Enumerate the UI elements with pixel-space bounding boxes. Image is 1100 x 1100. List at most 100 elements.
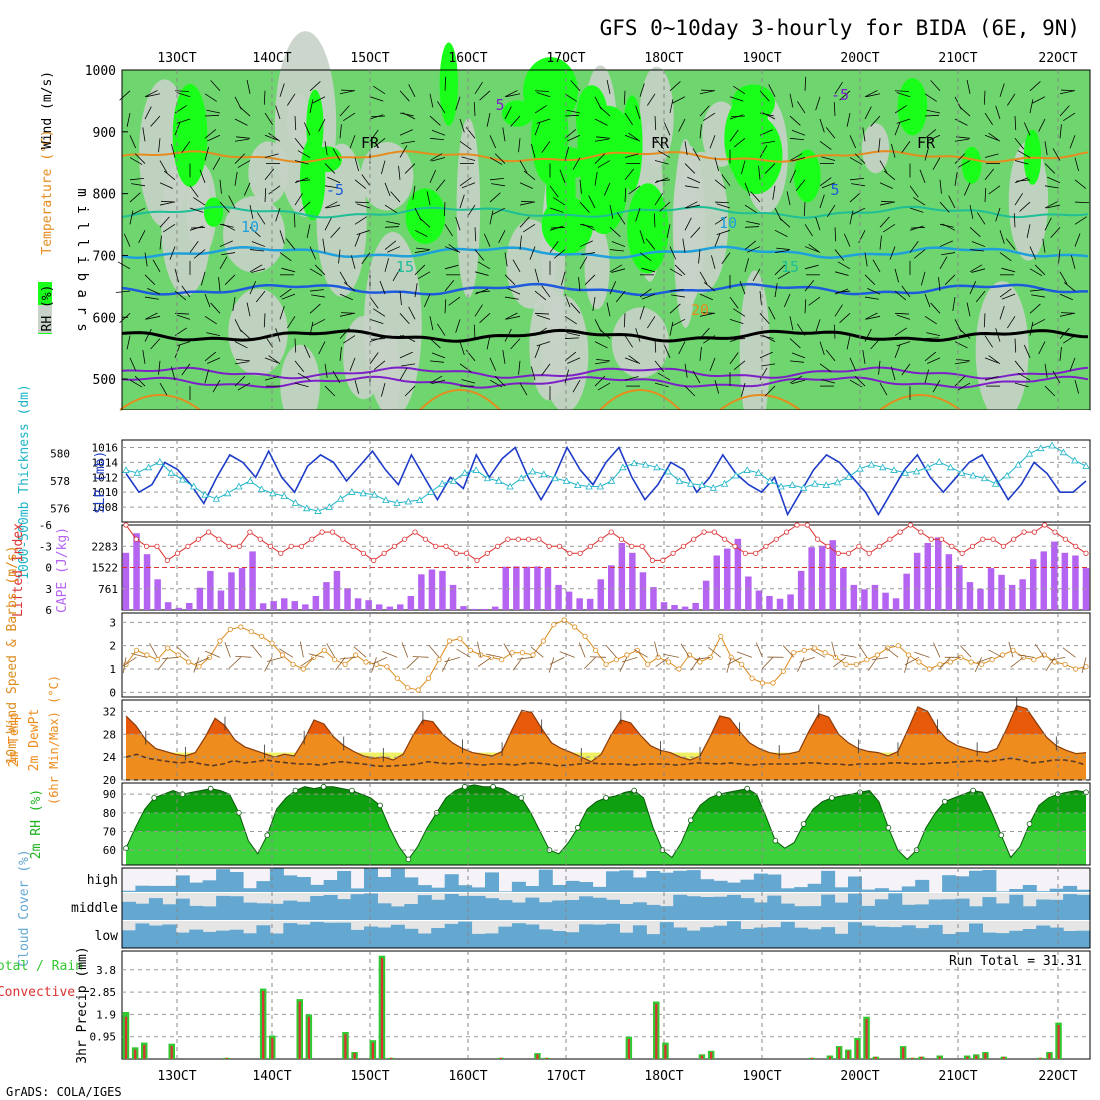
wind-barb [163, 223, 176, 233]
wind-barb [1059, 313, 1074, 317]
wind-barb [399, 129, 413, 136]
y-tick-label: 1008 [92, 501, 119, 514]
wind-barb [654, 116, 657, 131]
rh2m-marker [349, 787, 355, 794]
wind-barb [729, 352, 739, 365]
cloud-bar [431, 899, 446, 920]
wind-barb [669, 303, 681, 314]
wind-barb [825, 349, 836, 362]
cloud-level-label: middle [71, 901, 118, 916]
wind-barb [764, 385, 776, 397]
wind-barb [834, 81, 843, 94]
lifted-marker [783, 529, 790, 535]
wind-barb [1017, 150, 1031, 158]
cloud-bar [727, 882, 741, 892]
axis-title: RH (%) [40, 285, 55, 332]
wind-barb [699, 271, 708, 285]
thickness-marker [709, 483, 717, 491]
lifted-marker [742, 550, 749, 556]
y-tick-label: -3 [39, 540, 52, 553]
wind-barb [519, 182, 533, 189]
wind-barb [234, 171, 238, 186]
cape-bar [228, 572, 235, 610]
cloud-bar [162, 885, 177, 892]
wind-barb [927, 134, 941, 142]
cape-bar [987, 568, 995, 610]
wind-barb [988, 355, 1001, 365]
lifted-marker [763, 543, 769, 549]
date-axis: 13OCT13OCT14OCT14OCT15OCT15OCT16OCT16OCT… [157, 51, 1077, 1084]
wind-barb [654, 338, 657, 353]
cape-bar [302, 604, 309, 610]
wind-marker [551, 622, 557, 628]
wind-barb [150, 115, 161, 127]
wind-barb [429, 137, 444, 141]
wind-barb [810, 649, 826, 658]
cloud-bar [364, 868, 378, 892]
thickness-marker [449, 477, 458, 484]
wind-marker [676, 666, 682, 672]
cape-bar [1019, 579, 1026, 610]
wind-barb [699, 327, 710, 339]
wind-barb [984, 188, 987, 203]
cape-bar [565, 591, 573, 610]
lifted-marker [835, 550, 841, 556]
wind-barb [635, 105, 641, 120]
wind-barb [957, 382, 971, 391]
wind-barb [999, 230, 1005, 244]
wind-marker [697, 659, 703, 665]
wind-barb [477, 657, 492, 667]
wind-barb [867, 288, 881, 295]
wind-barb [659, 201, 671, 212]
precip-convective-bar [344, 1034, 347, 1059]
wind-barb [523, 223, 536, 233]
thickness-marker [822, 481, 830, 488]
cape-bar [133, 533, 140, 610]
wind-barb [1059, 124, 1062, 139]
wind-barb [414, 229, 428, 238]
wind-barb [1038, 118, 1046, 132]
wind-barb [437, 323, 446, 336]
wind-barb [129, 177, 144, 181]
cape-bar [734, 538, 742, 610]
wind-marker [645, 661, 651, 667]
precip-convective-bar [838, 1047, 841, 1059]
wind-barb [275, 207, 281, 222]
thickness-marker [766, 477, 774, 484]
slp-thickness-panel: 100810101012101410165765785801000-500mb … [17, 384, 1091, 580]
wind-barb [969, 281, 977, 295]
wind-barb [777, 271, 791, 280]
wind-barb [930, 80, 941, 92]
wind-barb [866, 315, 881, 320]
wind-barb [461, 379, 476, 384]
wind-barb [684, 163, 696, 174]
lifted-marker [391, 543, 397, 549]
wind-barb [324, 363, 328, 378]
y-tick-label: 600 [93, 311, 116, 326]
cloud-bar [189, 882, 204, 892]
thickness-marker [291, 499, 300, 506]
date-tick-label: 14OCT [252, 51, 291, 66]
wind-barb [444, 656, 461, 663]
cloud-bar [874, 888, 889, 892]
wind-barb [1014, 338, 1017, 353]
rh-low-region [673, 139, 698, 328]
wind-barb [839, 90, 851, 101]
thickness-marker [799, 483, 808, 491]
cloud-bar [323, 922, 338, 948]
thickness-marker [201, 490, 209, 498]
wind-barb [158, 138, 161, 153]
wind-barb [952, 297, 956, 311]
wind-barb [954, 375, 966, 387]
cloud-bar [915, 879, 930, 892]
precip-convective-bar [225, 1057, 228, 1059]
wind-barb [275, 105, 281, 120]
wind-barb [1013, 213, 1016, 228]
lifted-marker [536, 536, 542, 542]
axis-title: Wind (m/s) [40, 71, 55, 149]
cloud-bar [888, 893, 903, 920]
wind-barb [825, 127, 836, 139]
